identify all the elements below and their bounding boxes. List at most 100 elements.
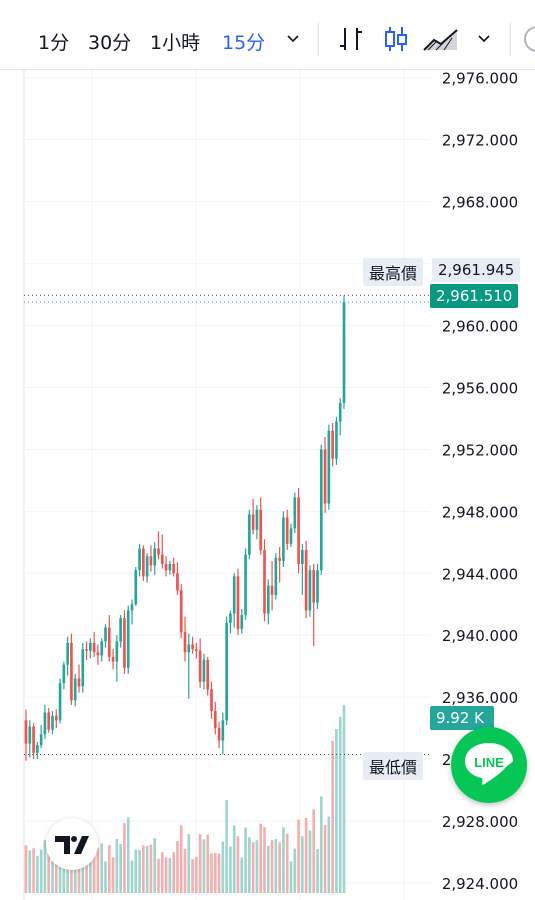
candle-body <box>251 514 255 530</box>
volume-bar <box>278 842 281 893</box>
volume-bar <box>229 846 232 893</box>
candle-body <box>153 548 157 566</box>
candle-body <box>85 649 88 651</box>
y-axis-tick-label: 2,948.000 <box>442 503 518 521</box>
candle-body <box>278 557 281 561</box>
candle-body <box>327 430 331 504</box>
y-axis-tick-label: 2,924.000 <box>442 875 518 893</box>
candle-body <box>236 576 240 630</box>
candle-body <box>54 715 58 721</box>
candle-body <box>115 641 119 662</box>
candle-body <box>297 497 300 564</box>
volume-value-box: 9.92 K <box>430 706 494 730</box>
candle-body <box>312 570 316 603</box>
volume-bar <box>96 848 100 893</box>
volume-bar <box>54 861 58 893</box>
tradingview-logo-icon <box>55 836 89 854</box>
volume-bar <box>282 827 285 893</box>
volume-bar <box>36 856 39 893</box>
candle-body <box>168 563 172 571</box>
candle-body <box>172 563 175 574</box>
candle-body <box>28 726 32 744</box>
candle-body <box>32 726 35 753</box>
volume-bar <box>304 818 308 893</box>
volume-bar <box>316 848 319 893</box>
volume-bar <box>232 825 236 893</box>
y-axis-tick-label: 2,940.000 <box>442 627 518 645</box>
toolbar-divider <box>510 22 511 56</box>
candle-body <box>225 622 228 721</box>
line-share-button[interactable]: LINE <box>451 727 527 803</box>
volume-bar <box>32 848 35 893</box>
timeframe-15m[interactable]: 15分 <box>222 32 266 54</box>
volume-bar <box>263 827 266 893</box>
candle-body <box>342 302 346 403</box>
area-chart-icon[interactable] <box>422 24 460 54</box>
candle-body <box>266 585 270 614</box>
volume-bar <box>187 834 191 893</box>
candle-body <box>92 642 96 653</box>
candle-body <box>111 656 115 662</box>
candle-body <box>198 650 202 682</box>
candlestick-icon[interactable] <box>381 24 411 54</box>
timeframe-30m[interactable]: 30分 <box>88 32 132 54</box>
volume-bar <box>217 853 221 893</box>
candle-body <box>183 632 187 653</box>
volume-bar <box>43 840 47 893</box>
candle-body <box>164 563 168 571</box>
toolbar-divider <box>318 22 319 56</box>
volume-bar <box>327 816 331 893</box>
volume-bar <box>206 834 210 893</box>
candle-body <box>274 557 278 595</box>
volume-bar <box>202 839 206 893</box>
low-label: 最低價 <box>363 752 424 780</box>
candle-body <box>36 745 39 753</box>
volume-bar <box>285 833 289 893</box>
high-label: 最高價 <box>363 258 424 286</box>
chevron-down-icon[interactable] <box>285 30 301 46</box>
volume-bar <box>85 858 88 893</box>
candle-body <box>134 570 138 605</box>
volume-bar <box>312 809 316 893</box>
candle-body <box>142 548 145 577</box>
candle-body <box>213 711 217 729</box>
candle-body <box>206 659 210 690</box>
candle-body <box>39 734 43 746</box>
candle-body <box>232 576 236 614</box>
volume-bar <box>342 705 346 893</box>
volume-bar <box>259 823 263 893</box>
volume-bar <box>58 842 62 893</box>
volume-bar <box>62 849 66 893</box>
y-axis-tick-label: 2,972.000 <box>442 132 518 150</box>
candle-body <box>338 402 342 422</box>
volume-bar <box>92 848 96 893</box>
volume-bar <box>338 717 342 893</box>
candle-body <box>123 618 126 668</box>
volume-bar <box>119 844 122 893</box>
timeframe-1m[interactable]: 1分 <box>38 32 70 54</box>
candle-body <box>107 627 111 657</box>
candle-body <box>179 590 183 633</box>
volume-bar <box>28 850 32 893</box>
volume-bar <box>134 849 138 893</box>
candle-body <box>70 642 73 701</box>
y-axis-tick-label: 2,968.000 <box>442 194 518 212</box>
bar-chart-icon[interactable] <box>336 24 366 54</box>
volume-bar <box>51 861 54 893</box>
volume-bar <box>319 796 323 893</box>
candle-body <box>119 618 122 642</box>
y-axis-tick-label: 2,976.000 <box>442 70 518 88</box>
timeframe-1h[interactable]: 1小時 <box>150 32 201 54</box>
candle-body <box>255 509 259 530</box>
candle-body <box>89 642 92 651</box>
candle-body <box>331 430 334 459</box>
volume-bar <box>168 857 172 893</box>
volume-bar <box>130 860 134 893</box>
candle-body <box>160 554 164 564</box>
volume-bar <box>160 852 164 893</box>
volume-bar <box>153 838 157 893</box>
volume-bar <box>107 845 111 893</box>
chevron-down-icon[interactable] <box>476 30 492 46</box>
settings-icon[interactable] <box>522 24 535 54</box>
candle-body <box>47 712 51 730</box>
